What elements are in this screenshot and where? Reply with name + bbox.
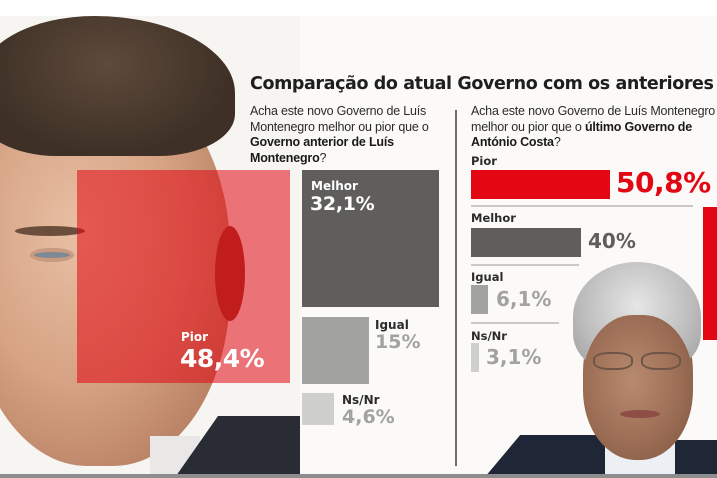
left-bar-pior	[77, 170, 290, 383]
left-bar-igual	[302, 317, 369, 384]
right-value-melhor: 40%	[588, 229, 636, 253]
row-divider	[471, 264, 579, 266]
portrait-mouth	[620, 410, 660, 418]
right-question-end: ?	[553, 135, 561, 149]
right-question: Acha este novo Governo de Luís Montenegr…	[471, 104, 717, 151]
panel-divider	[455, 110, 457, 466]
right-value-pior: 50,8%	[616, 166, 711, 199]
left-bar-nsnr	[302, 393, 334, 425]
glasses-left-lens	[593, 352, 633, 370]
left-label-nsnr: Ns/Nr	[342, 393, 380, 407]
left-value-igual: 15%	[375, 331, 421, 353]
left-value-pior: 48,4%	[180, 344, 265, 373]
portrait-hair	[0, 16, 235, 156]
right-label-igual: Igual	[471, 270, 504, 284]
left-question-end: ?	[319, 150, 327, 165]
left-label-melhor: Melhor	[311, 179, 358, 193]
left-value-nsnr: 4,6%	[342, 406, 395, 428]
left-value-melhor: 32,1%	[310, 193, 375, 215]
right-question-bold: último Governo de António Costa	[471, 119, 692, 150]
right-bar-melhor	[471, 228, 581, 257]
costa-portrait	[455, 260, 717, 474]
right-bar-pior	[471, 170, 610, 199]
right-bar-nsnr	[471, 343, 479, 372]
chart-title: Comparação do atual Governo com os anter…	[250, 74, 714, 94]
right-label-pior: Pior	[471, 154, 497, 168]
bottom-rule	[0, 474, 717, 478]
top-margin	[0, 0, 717, 16]
right-bar-igual	[471, 285, 488, 314]
right-label-nsnr: Ns/Nr	[471, 329, 507, 343]
glasses-right-lens	[641, 352, 681, 370]
red-accent-bar	[703, 207, 717, 340]
left-question-text: Acha este novo Governo de Luís Montenegr…	[250, 104, 429, 134]
left-label-pior: Pior	[181, 330, 209, 344]
left-question: Acha este novo Governo de Luís Montenegr…	[250, 104, 450, 166]
left-question-bold: Governo anterior de Luís Montenegro	[250, 135, 394, 165]
portrait-brow	[15, 226, 85, 236]
right-value-nsnr: 3,1%	[486, 345, 542, 369]
left-label-igual: Igual	[375, 318, 409, 332]
portrait-face-front	[583, 315, 693, 460]
left-bar-melhor	[302, 170, 439, 307]
right-label-melhor: Melhor	[471, 211, 516, 225]
row-divider	[471, 205, 693, 207]
portrait-eye	[30, 248, 74, 262]
right-question-text: Acha este novo Governo de Luís Montenegr…	[471, 104, 716, 134]
right-value-igual: 6,1%	[496, 287, 552, 311]
row-divider	[471, 322, 559, 324]
